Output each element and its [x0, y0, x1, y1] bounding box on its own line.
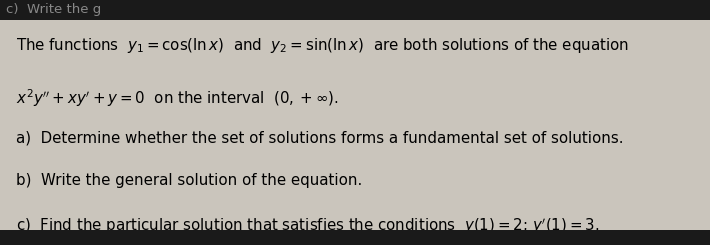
Bar	[0, 230, 710, 245]
Text: a)  Determine whether the set of solutions forms a fundamental set of solutions.: a) Determine whether the set of solution…	[16, 130, 623, 145]
Text: The functions  $y_1 = \cos(\ln x)$  and  $y_2 = \sin(\ln x)$  are both solutions: The functions $y_1 = \cos(\ln x)$ and $y…	[16, 36, 628, 55]
Text: c)  Write the g: c) Write the g	[6, 3, 101, 16]
Text: $x^2y'' + xy' + y = 0$  on the interval  $(0, +\infty)$.: $x^2y'' + xy' + y = 0$ on the interval $…	[16, 87, 338, 109]
Bar	[0, 0, 710, 20]
Text: c)  Find the particular solution that satisfies the conditions  $y(1) = 2$; $y'(: c) Find the particular solution that sat…	[16, 216, 599, 236]
Text: b)  Write the general solution of the equation.: b) Write the general solution of the equ…	[16, 173, 362, 188]
